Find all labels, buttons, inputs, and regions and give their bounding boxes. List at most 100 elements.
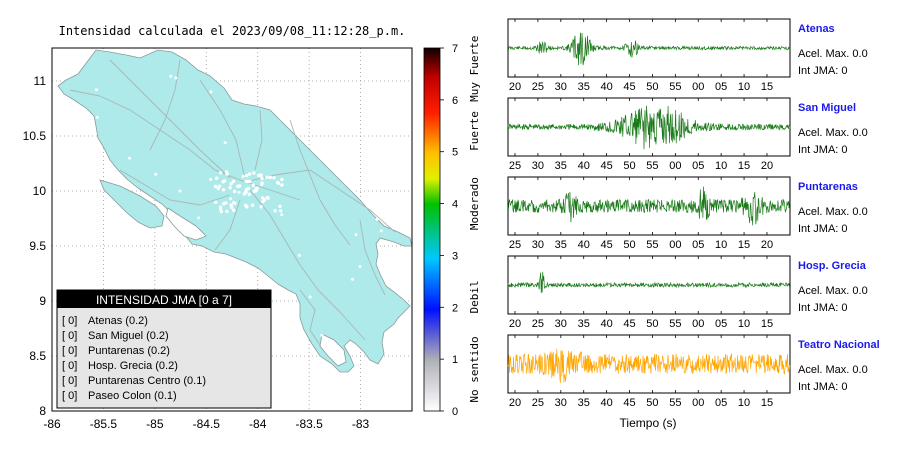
- station-dot: [259, 205, 263, 209]
- station-dot: [143, 283, 146, 287]
- station-int: Int JMA: 0: [798, 144, 848, 156]
- station-dot: [209, 90, 213, 94]
- waveform-panel: 25 30 35 40 45 50 55 00 05 10 15 20 Puntarenas Acel. …: [507, 176, 868, 251]
- colorbar-labels: Muy Fuerte Fuerte Moderado Debil No sentido: [468, 36, 481, 403]
- panel-tick-label: 55: [669, 397, 681, 409]
- station-int: Int JMA: 0: [798, 223, 848, 235]
- station-dot: [265, 175, 269, 179]
- road: [69, 89, 301, 201]
- panel-tick-label: 20: [509, 318, 521, 330]
- legend-item: Atenas (0.2): [88, 315, 148, 327]
- station-dot: [265, 195, 269, 200]
- station-dot: [213, 200, 218, 204]
- legend-bracket: [ 0]: [62, 375, 77, 387]
- x-tick-label: -84: [249, 417, 267, 431]
- panel-tick-label: 00: [692, 397, 704, 409]
- y-tick-label: 9.5: [29, 239, 46, 253]
- panel-tick-label: 05: [715, 81, 727, 93]
- station-dot: [260, 183, 264, 187]
- station-dot: [95, 115, 99, 119]
- station-name: Teatro Nacional: [798, 339, 880, 351]
- station-dot: [85, 175, 89, 179]
- station-dot: [232, 189, 237, 194]
- panel-tick-label: 45: [623, 318, 635, 330]
- waveform-trace: [507, 32, 791, 66]
- panel-tick-label: 40: [600, 81, 612, 93]
- panel-tick-label: 35: [555, 160, 567, 172]
- panel-tick-label: 10: [715, 239, 727, 251]
- station-dot: [247, 172, 252, 176]
- station-dot: [352, 189, 355, 192]
- legend-item: San Miguel (0.2): [88, 330, 169, 342]
- station-dot: [241, 174, 245, 179]
- station-dot: [280, 183, 284, 187]
- station-dot: [77, 242, 81, 246]
- station-dot: [320, 333, 324, 337]
- station-dot: [232, 201, 236, 205]
- station-dot: [128, 156, 132, 160]
- cb-tick-label: 5: [452, 147, 458, 159]
- station-dot: [174, 76, 178, 80]
- station-dot: [358, 265, 362, 269]
- panel-tick-label: 15: [761, 318, 773, 330]
- station-dot: [252, 171, 256, 175]
- station-dot: [236, 184, 240, 188]
- waveform-panel: 20 25 30 35 40 45 50 55 00 05 10 15 Hosp. Grecia Acel…: [507, 255, 868, 330]
- x-tick-label: -84.5: [193, 417, 221, 431]
- station-dot: [237, 190, 241, 194]
- station-dot: [268, 175, 272, 180]
- panel-tick-label: 25: [509, 239, 521, 251]
- station-dot: [271, 309, 275, 313]
- panel-tick-label: 40: [578, 239, 590, 251]
- panel-tick-label: 10: [738, 318, 750, 330]
- station-dot: [215, 176, 219, 180]
- legend-bracket: [ 0]: [62, 315, 77, 327]
- panel-tick-label: 45: [600, 160, 612, 172]
- panel-tick-label: 30: [532, 160, 544, 172]
- road: [359, 219, 386, 296]
- panel-tick-label: 25: [532, 81, 544, 93]
- station-acel: Acel. Max. 0.0: [798, 127, 868, 139]
- station-dot: [222, 202, 226, 206]
- station-dot: [262, 198, 267, 202]
- panel-tick-label: 05: [715, 397, 727, 409]
- cb-tick-label: 4: [452, 199, 458, 211]
- panel-tick-label: 05: [715, 318, 727, 330]
- cb-tick-label: 7: [452, 43, 458, 55]
- legend-item: Puntarenas (0.2): [88, 345, 170, 357]
- legend-item: Paseo Colon (0.1): [88, 390, 177, 402]
- panel-tick-label: 20: [509, 81, 521, 93]
- road: [249, 189, 366, 341]
- panel-tick-label: 55: [669, 318, 681, 330]
- cb-category-label: Muy Fuerte: [468, 36, 481, 102]
- cb-tick-label: 1: [452, 354, 458, 366]
- panel-tick-label: 10: [738, 81, 750, 93]
- station-dot: [246, 186, 251, 191]
- x-tick-label: -85.5: [90, 417, 118, 431]
- road: [299, 289, 321, 346]
- station-dot: [354, 233, 358, 237]
- station-dot: [178, 189, 182, 193]
- x-tick-label: -83: [352, 417, 370, 431]
- legend-bracket: [ 0]: [62, 360, 77, 372]
- panel-tick-label: 20: [761, 239, 773, 251]
- panel-tick-label: 50: [623, 160, 635, 172]
- panel-tick-label: 40: [578, 160, 590, 172]
- station-dot: [132, 221, 136, 225]
- y-tick-label: 8: [39, 404, 46, 418]
- station-dot: [280, 177, 284, 182]
- y-tick-label: 10: [33, 184, 47, 198]
- station-dot: [223, 141, 227, 145]
- legend-item: Hosp. Grecia (0.2): [88, 360, 178, 372]
- station-dot: [272, 176, 276, 180]
- panel-tick-label: 15: [738, 239, 750, 251]
- panel-tick-label: 30: [532, 239, 544, 251]
- panel-tick-label: 35: [555, 239, 567, 251]
- station-dot: [225, 209, 229, 214]
- panel-tick-label: 00: [692, 318, 704, 330]
- waveform-panel: 25 30 35 40 45 50 55 00 05 10 15 20 San Miguel Acel. …: [507, 97, 868, 172]
- station-name: Hosp. Grecia: [798, 260, 867, 272]
- station-dot: [334, 120, 338, 124]
- panel-tick-label: 20: [509, 397, 521, 409]
- station-dot: [227, 272, 231, 276]
